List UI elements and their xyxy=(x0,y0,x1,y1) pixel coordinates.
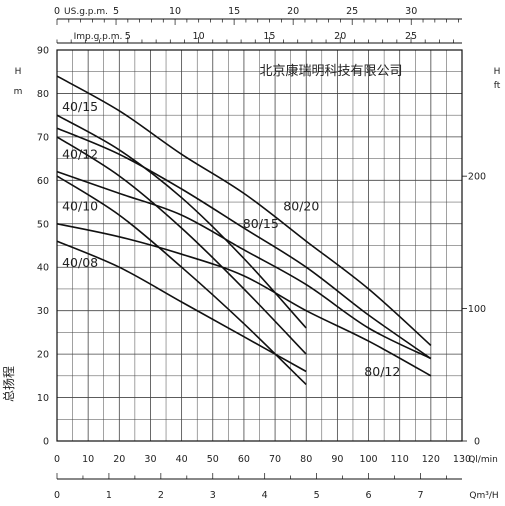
m3h-axis-tick-label: 2 xyxy=(158,490,164,501)
curve-label-40-10: 40/10 xyxy=(62,199,98,214)
us-gpm-axis-tick-label: 15 xyxy=(228,6,240,17)
imp-gpm-axis-label: Imp.g.p.m. xyxy=(74,32,123,42)
x-tick-label: 90 xyxy=(331,454,343,465)
m3h-axis-tick-label: 3 xyxy=(210,490,216,501)
curve-80-15 xyxy=(56,127,432,360)
curve-40-10 xyxy=(56,175,307,386)
curve-label-80-20: 80/20 xyxy=(283,199,319,214)
us-gpm-axis-tick-label: 25 xyxy=(346,6,358,17)
x-tick-label: 30 xyxy=(144,454,156,465)
right-axis-unit: ft xyxy=(494,81,501,91)
x-tick-label: 110 xyxy=(391,454,409,465)
us-gpm-axis-label: US.g.p.m. xyxy=(64,7,108,17)
curve-40-08 xyxy=(56,240,307,373)
m3h-axis-tick-label: 6 xyxy=(366,490,372,501)
y-tick-label: 70 xyxy=(37,132,49,143)
x-tick-label: 130 xyxy=(453,454,471,465)
x-tick-label: 40 xyxy=(176,454,188,465)
us-gpm-axis-tick-label: 30 xyxy=(405,6,417,17)
imp-gpm-axis-tick-label: 20 xyxy=(334,31,346,42)
curve-unlabeled-7 xyxy=(56,170,432,360)
ft-tick-label: 100 xyxy=(468,304,486,315)
curve-label-40-08: 40/08 xyxy=(62,255,98,270)
y-tick-label: 0 xyxy=(43,437,49,448)
imp-gpm-axis-tick-label: 5 xyxy=(125,31,131,42)
m3h-axis-tick-label: 7 xyxy=(417,490,423,501)
x-tick-label: 60 xyxy=(238,454,250,465)
us-gpm-axis-tick-label: 10 xyxy=(169,6,181,17)
x-tick-label: 0 xyxy=(54,454,60,465)
curve-40-12 xyxy=(56,136,307,355)
us-gpm-axis-tick-label: 20 xyxy=(287,6,299,17)
y-tick-label: 90 xyxy=(37,46,49,57)
curve-label-40-12: 40/12 xyxy=(62,147,98,162)
curve-label-80-15: 80/15 xyxy=(243,216,279,231)
m3h-axis-label: Qm³/H xyxy=(469,491,498,501)
x-tick-label: 50 xyxy=(207,454,219,465)
us-gpm-axis-tick-label: 0 xyxy=(54,6,60,17)
y-axis-label: H xyxy=(15,67,22,77)
imp-gpm-axis-tick-label: 10 xyxy=(193,31,205,42)
y-axis-side-label: 总扬程 xyxy=(1,366,16,402)
curve-40-15 xyxy=(56,114,307,329)
x-tick-label: 10 xyxy=(82,454,94,465)
imp-gpm-axis-tick-label: 15 xyxy=(263,31,275,42)
m3h-axis-tick-label: 4 xyxy=(262,490,268,501)
grid-lines xyxy=(56,49,463,442)
y-tick-label: 40 xyxy=(37,263,49,274)
y-tick-label: 30 xyxy=(37,306,49,317)
right-axis-label: H xyxy=(494,67,501,77)
m3h-axis-tick-label: 5 xyxy=(314,490,320,501)
y-tick-label: 60 xyxy=(37,176,49,187)
imp-gpm-axis-tick-label: 25 xyxy=(405,31,417,42)
x-tick-label: 80 xyxy=(300,454,312,465)
ft-tick-label: 200 xyxy=(468,172,486,183)
x-tick-label: 20 xyxy=(113,454,125,465)
x-tick-label: 100 xyxy=(359,454,377,465)
x-tick-label: 120 xyxy=(422,454,440,465)
curve-80-20 xyxy=(56,75,432,346)
performance-curves xyxy=(56,75,432,386)
m3h-axis-tick-label: 0 xyxy=(54,490,60,501)
curve-label-40-15: 40/15 xyxy=(62,99,98,114)
us-gpm-axis-tick-label: 5 xyxy=(113,6,119,17)
curve-label-80-12: 80/12 xyxy=(364,364,400,379)
chart-title: 北京康瑞明科技有限公司 xyxy=(259,63,402,79)
y-tick-label: 80 xyxy=(37,89,49,100)
y-tick-label: 10 xyxy=(37,393,49,404)
m3h-axis-tick-label: 1 xyxy=(106,490,112,501)
y-axis-unit: m xyxy=(14,87,23,97)
curve-labels: 40/15 40/12 40/10 40/08 80/20 80/15 80/12 xyxy=(62,99,400,379)
y-tick-label: 50 xyxy=(37,219,49,230)
y-tick-label: 20 xyxy=(37,350,49,361)
curve-80-12 xyxy=(56,223,432,377)
plot-border xyxy=(56,49,463,442)
ft-tick-label: 0 xyxy=(474,437,480,448)
x-tick-label: 70 xyxy=(269,454,281,465)
x-axis-label: Ql/min xyxy=(468,455,498,465)
